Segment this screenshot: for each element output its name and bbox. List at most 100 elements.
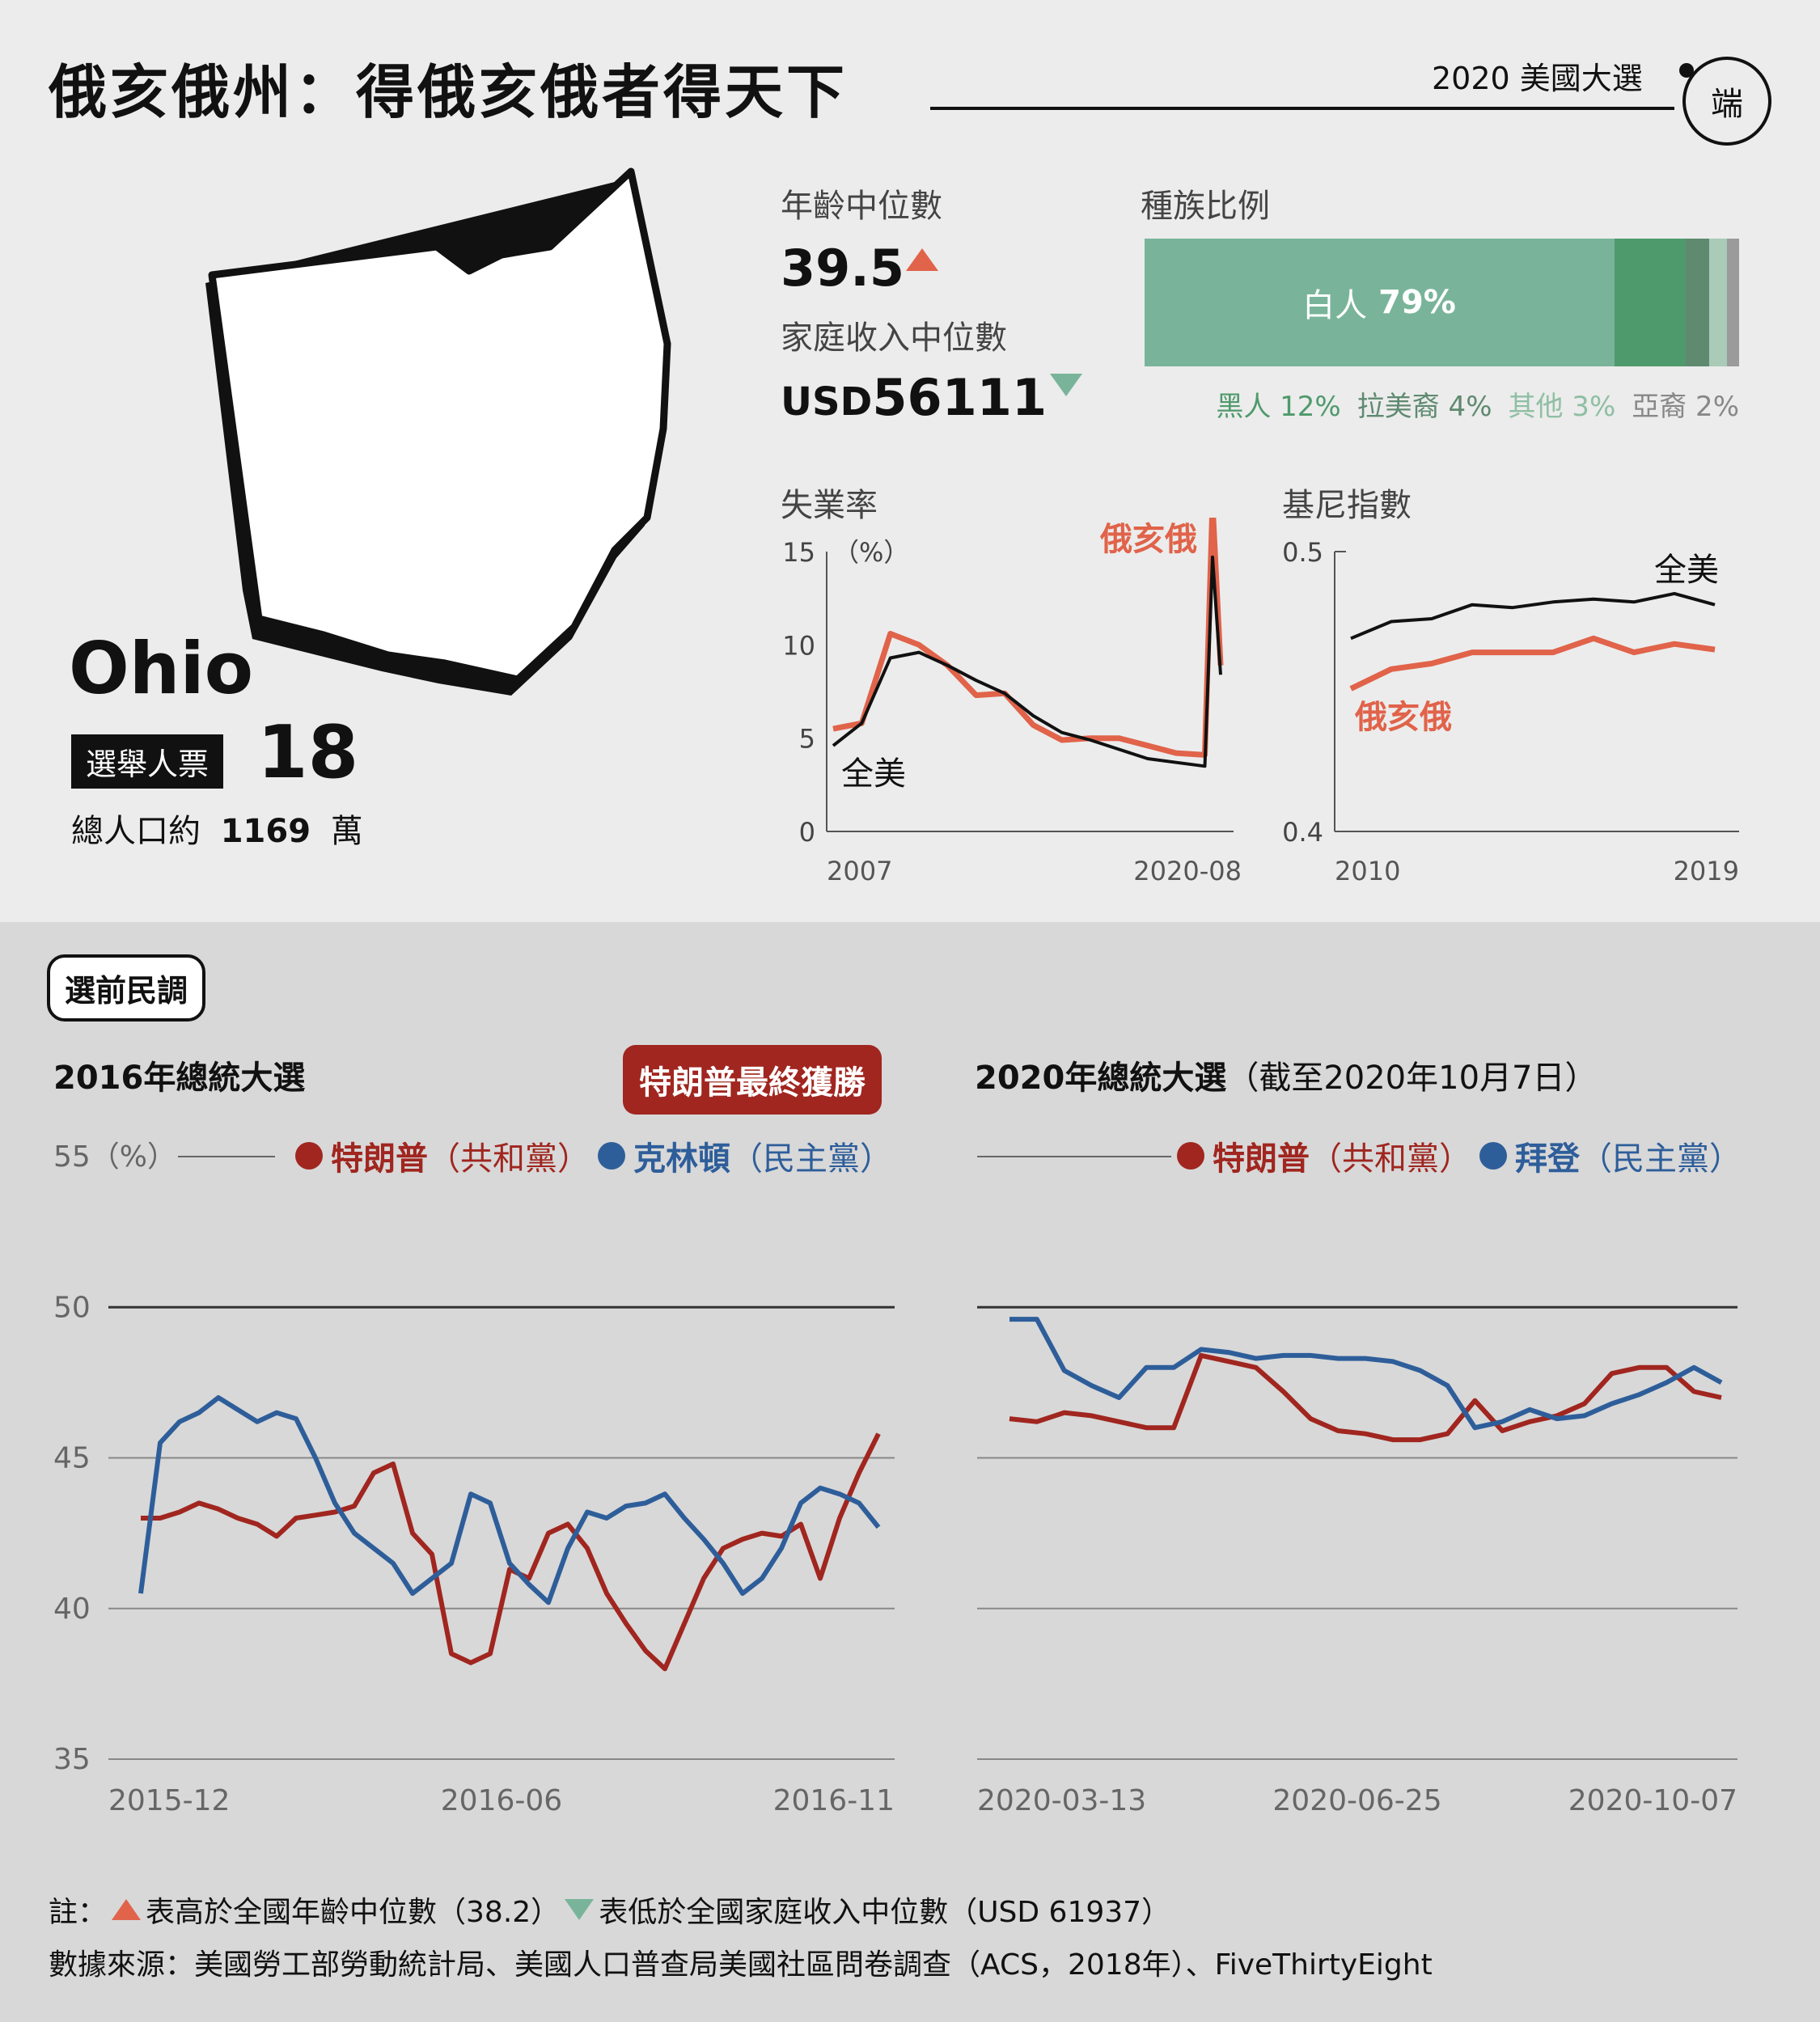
y-unit-label: （%） [833, 537, 909, 568]
state-name: Ohio [69, 627, 254, 710]
y-tick-label: 0.5 [1282, 537, 1323, 568]
race-main-label: 白人 79% [1145, 239, 1614, 366]
poll-2020-title: 2020年總統大選（截至2020年10月7日） [975, 1051, 1597, 1098]
series-tag: 2020 美國大選 [1432, 61, 1643, 96]
triangle-up-icon [112, 1899, 142, 1920]
poll-2020-title-main: 2020年總統大選 [975, 1060, 1227, 1097]
legend-2020: 特朗普 （共和黨） 拜登 （民主黨） [1177, 1132, 1742, 1179]
bottom-panel [0, 922, 1820, 2022]
series-line-1 [832, 555, 1222, 768]
legend-trump-party-2020: （共和黨） [1310, 1140, 1471, 1178]
above-national-icon [906, 248, 938, 271]
income-prefix: USD [781, 379, 873, 425]
y-tick-label: 0.4 [1282, 817, 1323, 848]
gini-title: 基尼指數 [1282, 487, 1412, 524]
title-rule [930, 107, 1674, 110]
race-segment-3 [1709, 239, 1728, 366]
triangle-down-icon [565, 1899, 595, 1920]
race-main-value: 79% [1378, 284, 1456, 321]
x-tick-label: 2016-11 [773, 1784, 895, 1817]
page-title: 俄亥俄州：得俄亥俄者得天下 [49, 58, 849, 126]
legend-trump-party-2016: （共和黨） [428, 1140, 590, 1178]
clinton-dot-icon [598, 1142, 625, 1170]
poll-series-0 [1009, 1352, 1722, 1443]
series-label-ohio: 俄亥俄 [1099, 521, 1197, 558]
x-tick-label: 2020-06-25 [1272, 1784, 1441, 1817]
poll-2020-subtitle: （截至2020年10月7日） [1226, 1060, 1598, 1097]
legend-biden-party: （民主黨） [1580, 1140, 1742, 1178]
footnote: 註： 表高於全國年齡中位數（38.2） 表低於全國家庭收入中位數（USD 619… [49, 1889, 1170, 1931]
race-bar [1145, 239, 1739, 366]
y-tick-label: 15 [782, 537, 815, 568]
race-legend-item: 亞裔 2% [1632, 391, 1739, 423]
series-line-1 [1349, 635, 1716, 692]
x-tick-label: 2020-10-07 [1568, 1784, 1737, 1817]
legend-biden: 拜登 [1515, 1140, 1580, 1178]
y-tick-label: 40 [53, 1593, 91, 1626]
y-tick-label: 5 [799, 724, 815, 755]
poll-2016-chart: 35 40 45 50 55（%） 2015-12 2016-06 2016-11 [53, 1140, 895, 1817]
y-tick-label: 35 [53, 1743, 91, 1776]
median-age-label: 年齡中位數 [781, 188, 942, 225]
brand-logo: 端 [1682, 57, 1771, 146]
median-age-value: 39.5 [781, 239, 904, 298]
race-main-name: 白人 [1302, 287, 1368, 324]
race-segment-2 [1685, 239, 1710, 366]
series-line-0 [1350, 591, 1716, 641]
series-label-us: 全美 [841, 755, 906, 793]
race-ratio-label: 種族比例 [1141, 188, 1270, 225]
poll-series-1 [1009, 1317, 1723, 1431]
legend-trump-2020: 特朗普 [1213, 1140, 1310, 1178]
population-unit: 萬 [330, 813, 363, 850]
race-legend-item: 拉美裔 4% [1357, 391, 1492, 423]
y-tick-label: 50 [53, 1291, 91, 1324]
median-income-value: USD56111 [781, 368, 1047, 427]
poll-series-0 [141, 1432, 881, 1672]
logo-text: 端 [1711, 86, 1743, 123]
trump-dot-icon [295, 1142, 323, 1170]
race-legend: 黑人 12% 拉美裔 4% 其他 3% 亞裔 2% [1200, 384, 1739, 424]
legend-clinton-party: （民主黨） [730, 1140, 892, 1178]
poll-2020-chart: 2020-03-13 2020-06-25 2020-10-07 [977, 1156, 1737, 1817]
winner-badge: 特朗普最終獲勝 [623, 1045, 882, 1115]
source-note: 數據來源：美國勞工部勞動統計局、美國人口普查局美國社區問卷調查（ACS，2018… [49, 1948, 1433, 1982]
series-label-ohio: 俄亥俄 [1354, 699, 1452, 736]
legend-clinton: 克林頓 [633, 1140, 730, 1178]
x-tick-label: 2010 [1335, 856, 1400, 886]
x-tick-label: 2019 [1674, 856, 1739, 886]
below-national-icon [1050, 374, 1082, 396]
median-income-label: 家庭收入中位數 [781, 319, 1007, 357]
poll-series-1 [138, 1395, 881, 1605]
y-unit-label: 55（%） [53, 1140, 176, 1174]
legend-2016: 特朗普 （共和黨） 克林頓 （民主黨） [295, 1132, 892, 1179]
ohio-map-icon [205, 167, 671, 696]
race-segment-1 [1614, 239, 1686, 366]
unemployment-title: 失業率 [781, 487, 878, 524]
population-prefix: 總人口約 [71, 813, 201, 850]
race-legend-item: 黑人 12% [1216, 391, 1341, 423]
poll-section-pill: 選前民調 [47, 954, 206, 1022]
biden-dot-icon [1479, 1142, 1507, 1170]
note-up: 表高於全國年齡中位數（38.2） [146, 1896, 561, 1929]
x-tick-label: 2016-06 [441, 1784, 562, 1817]
legend-trump-2016: 特朗普 [331, 1140, 428, 1178]
y-tick-label: 45 [53, 1442, 91, 1475]
y-tick-label: 0 [799, 817, 815, 848]
series-label-us: 全美 [1654, 552, 1719, 589]
race-segment-0 [1145, 239, 1615, 366]
series-line-0 [832, 518, 1224, 758]
x-tick-label: 2007 [827, 856, 892, 886]
poll-2016-title: 2016年總統大選 [53, 1060, 306, 1097]
trump-dot-icon [1177, 1142, 1204, 1170]
note-prefix: 註： [49, 1896, 108, 1929]
race-legend-item: 其他 3% [1508, 391, 1616, 423]
race-segment-4 [1727, 239, 1739, 366]
electoral-votes-label: 選舉人票 [71, 734, 224, 789]
population-value: 1169 [220, 813, 311, 850]
population: 總人口約 1169 萬 [71, 805, 363, 852]
x-tick-label: 2020-08 [1133, 856, 1242, 886]
x-tick-label: 2015-12 [108, 1784, 230, 1817]
y-tick-label: 10 [782, 630, 815, 661]
